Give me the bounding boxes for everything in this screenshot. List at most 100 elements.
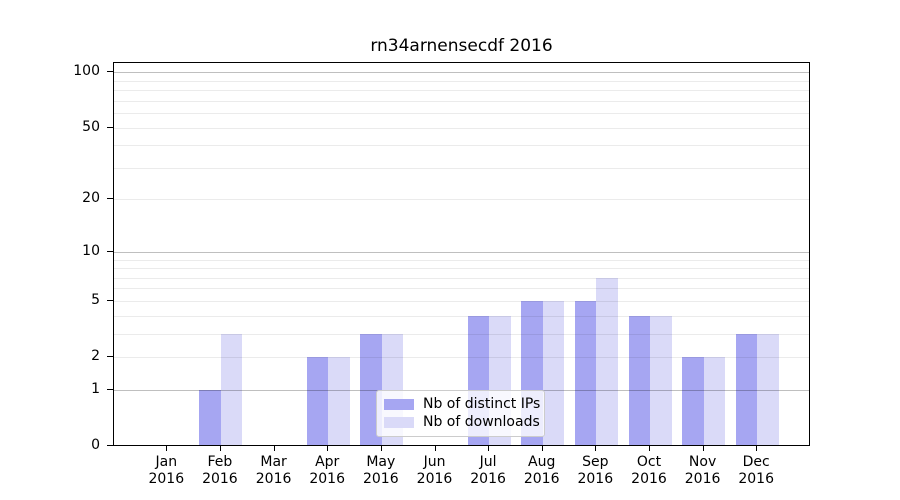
x-tick-year: 2016 [523,471,560,487]
bar-Feb-s0 [199,389,221,445]
x-tick-month: Apr [315,454,340,470]
gridline-7 [114,277,809,279]
x-tick-label-Jan: Jan 2016 [134,454,198,488]
x-tick-month: Jul [479,454,497,470]
x-tick-mark-Sep [595,446,597,451]
legend-label-downloads: Nb of downloads [423,414,540,430]
legend-label-distinct-ips: Nb of distinct IPs [423,396,541,412]
y-tick-label-20: 20 [82,190,100,207]
gridline-9 [114,259,809,261]
x-tick-mark-Aug [541,446,543,451]
bar-Feb-s1 [220,333,243,445]
gridline-50 [114,127,809,129]
x-tick-label-Aug: Aug 2016 [510,454,574,488]
gridline-4 [114,315,809,317]
x-tick-label-Feb: Feb 2016 [188,454,252,488]
x-tick-year: 2016 [577,471,614,487]
legend-item-distinct-ips: Nb of distinct IPs [384,396,540,413]
x-tick-mark-Nov [702,446,704,451]
x-tick-label-Dec: Dec 2016 [724,454,788,488]
gridline-40 [114,145,809,147]
y-tick-mark-0 [107,445,113,446]
x-tick-label-Apr: Apr 2016 [295,454,359,488]
gridline-2 [114,357,809,358]
bar-Aug-s1 [542,300,565,445]
x-tick-month: Jun [423,454,446,470]
gridline-80 [114,90,809,92]
x-tick-year: 2016 [362,471,399,487]
x-tick-mark-Oct [649,446,650,451]
gridline-60 [114,113,809,114]
gridline-30 [114,167,809,169]
x-tick-label-Nov: Nov 2016 [671,454,735,488]
bar-Apr-s0 [306,357,329,445]
bar-Sep-s1 [596,277,618,445]
y-tick-label-50: 50 [82,118,100,135]
y-tick-label-100: 100 [73,63,100,80]
x-tick-month: Feb [207,454,233,470]
gridline-6 [114,288,809,290]
x-tick-mark-Apr [327,446,329,451]
x-tick-month: May [366,454,396,470]
bar-Oct-s1 [650,315,672,445]
bar-Dec-s0 [735,333,758,445]
bar-Sep-s0 [574,300,597,445]
y-tick-label-2: 2 [91,348,100,364]
x-tick-month: Aug [528,454,556,470]
x-tick-mark-May [380,446,382,451]
legend: Nb of distinct IPs Nb of downloads [376,390,545,437]
x-tick-month: Mar [260,454,287,470]
gridline-8 [114,268,809,269]
gridline-90 [114,80,809,82]
gridline-5 [114,300,809,302]
x-tick-month: Sep [582,454,609,470]
x-tick-year: 2016 [470,471,506,487]
y-tick-mark-50 [107,126,113,128]
legend-swatch-downloads [384,417,414,428]
y-tick-label-0: 0 [91,437,100,453]
y-tick-label-10: 10 [82,242,100,259]
x-tick-year: 2016 [738,471,774,487]
x-tick-year: 2016 [416,471,453,487]
x-tick-month: Oct [636,454,662,470]
gridline-70 [114,100,809,102]
gridline-3 [114,333,809,335]
bar-Oct-s0 [628,315,650,445]
bar-Dec-s1 [757,333,779,445]
bar-Nov-s0 [682,357,704,445]
x-tick-label-Mar: Mar 2016 [242,454,306,488]
x-tick-year: 2016 [148,471,185,487]
x-tick-month: Nov [688,454,717,470]
gridline-100 [114,72,809,74]
x-tick-year: 2016 [631,471,667,487]
gridline-20 [114,199,809,201]
y-tick-mark-20 [107,198,113,200]
y-tick-mark-5 [107,299,113,301]
x-tick-year: 2016 [255,471,292,487]
x-tick-year: 2016 [309,471,345,487]
bars-layer [114,63,809,445]
y-tick-label-1: 1 [91,380,100,397]
x-tick-mark-Feb [219,446,221,451]
plot-area [113,62,810,446]
x-tick-mark-Jan [166,446,168,451]
gridline-10 [114,251,809,253]
bar-Nov-s1 [703,357,726,445]
bar-Apr-s1 [328,357,350,445]
x-tick-mark-Mar [273,446,275,451]
x-tick-month: Jan [155,454,178,470]
legend-item-downloads: Nb of downloads [384,414,540,431]
x-tick-year: 2016 [684,471,721,487]
x-tick-mark-Jul [488,446,490,451]
x-tick-label-May: May 2016 [349,454,413,488]
x-tick-label-Sep: Sep 2016 [563,454,627,488]
x-tick-label-Oct: Oct 2016 [617,454,681,488]
grid-layer [114,63,809,445]
legend-swatch-distinct-ips [384,399,414,410]
x-tick-mark-Dec [756,446,758,451]
y-tick-mark-100 [107,71,113,73]
x-tick-year: 2016 [202,471,238,487]
y-tick-mark-10 [107,250,113,252]
x-tick-label-Jun: Jun 2016 [403,454,467,488]
